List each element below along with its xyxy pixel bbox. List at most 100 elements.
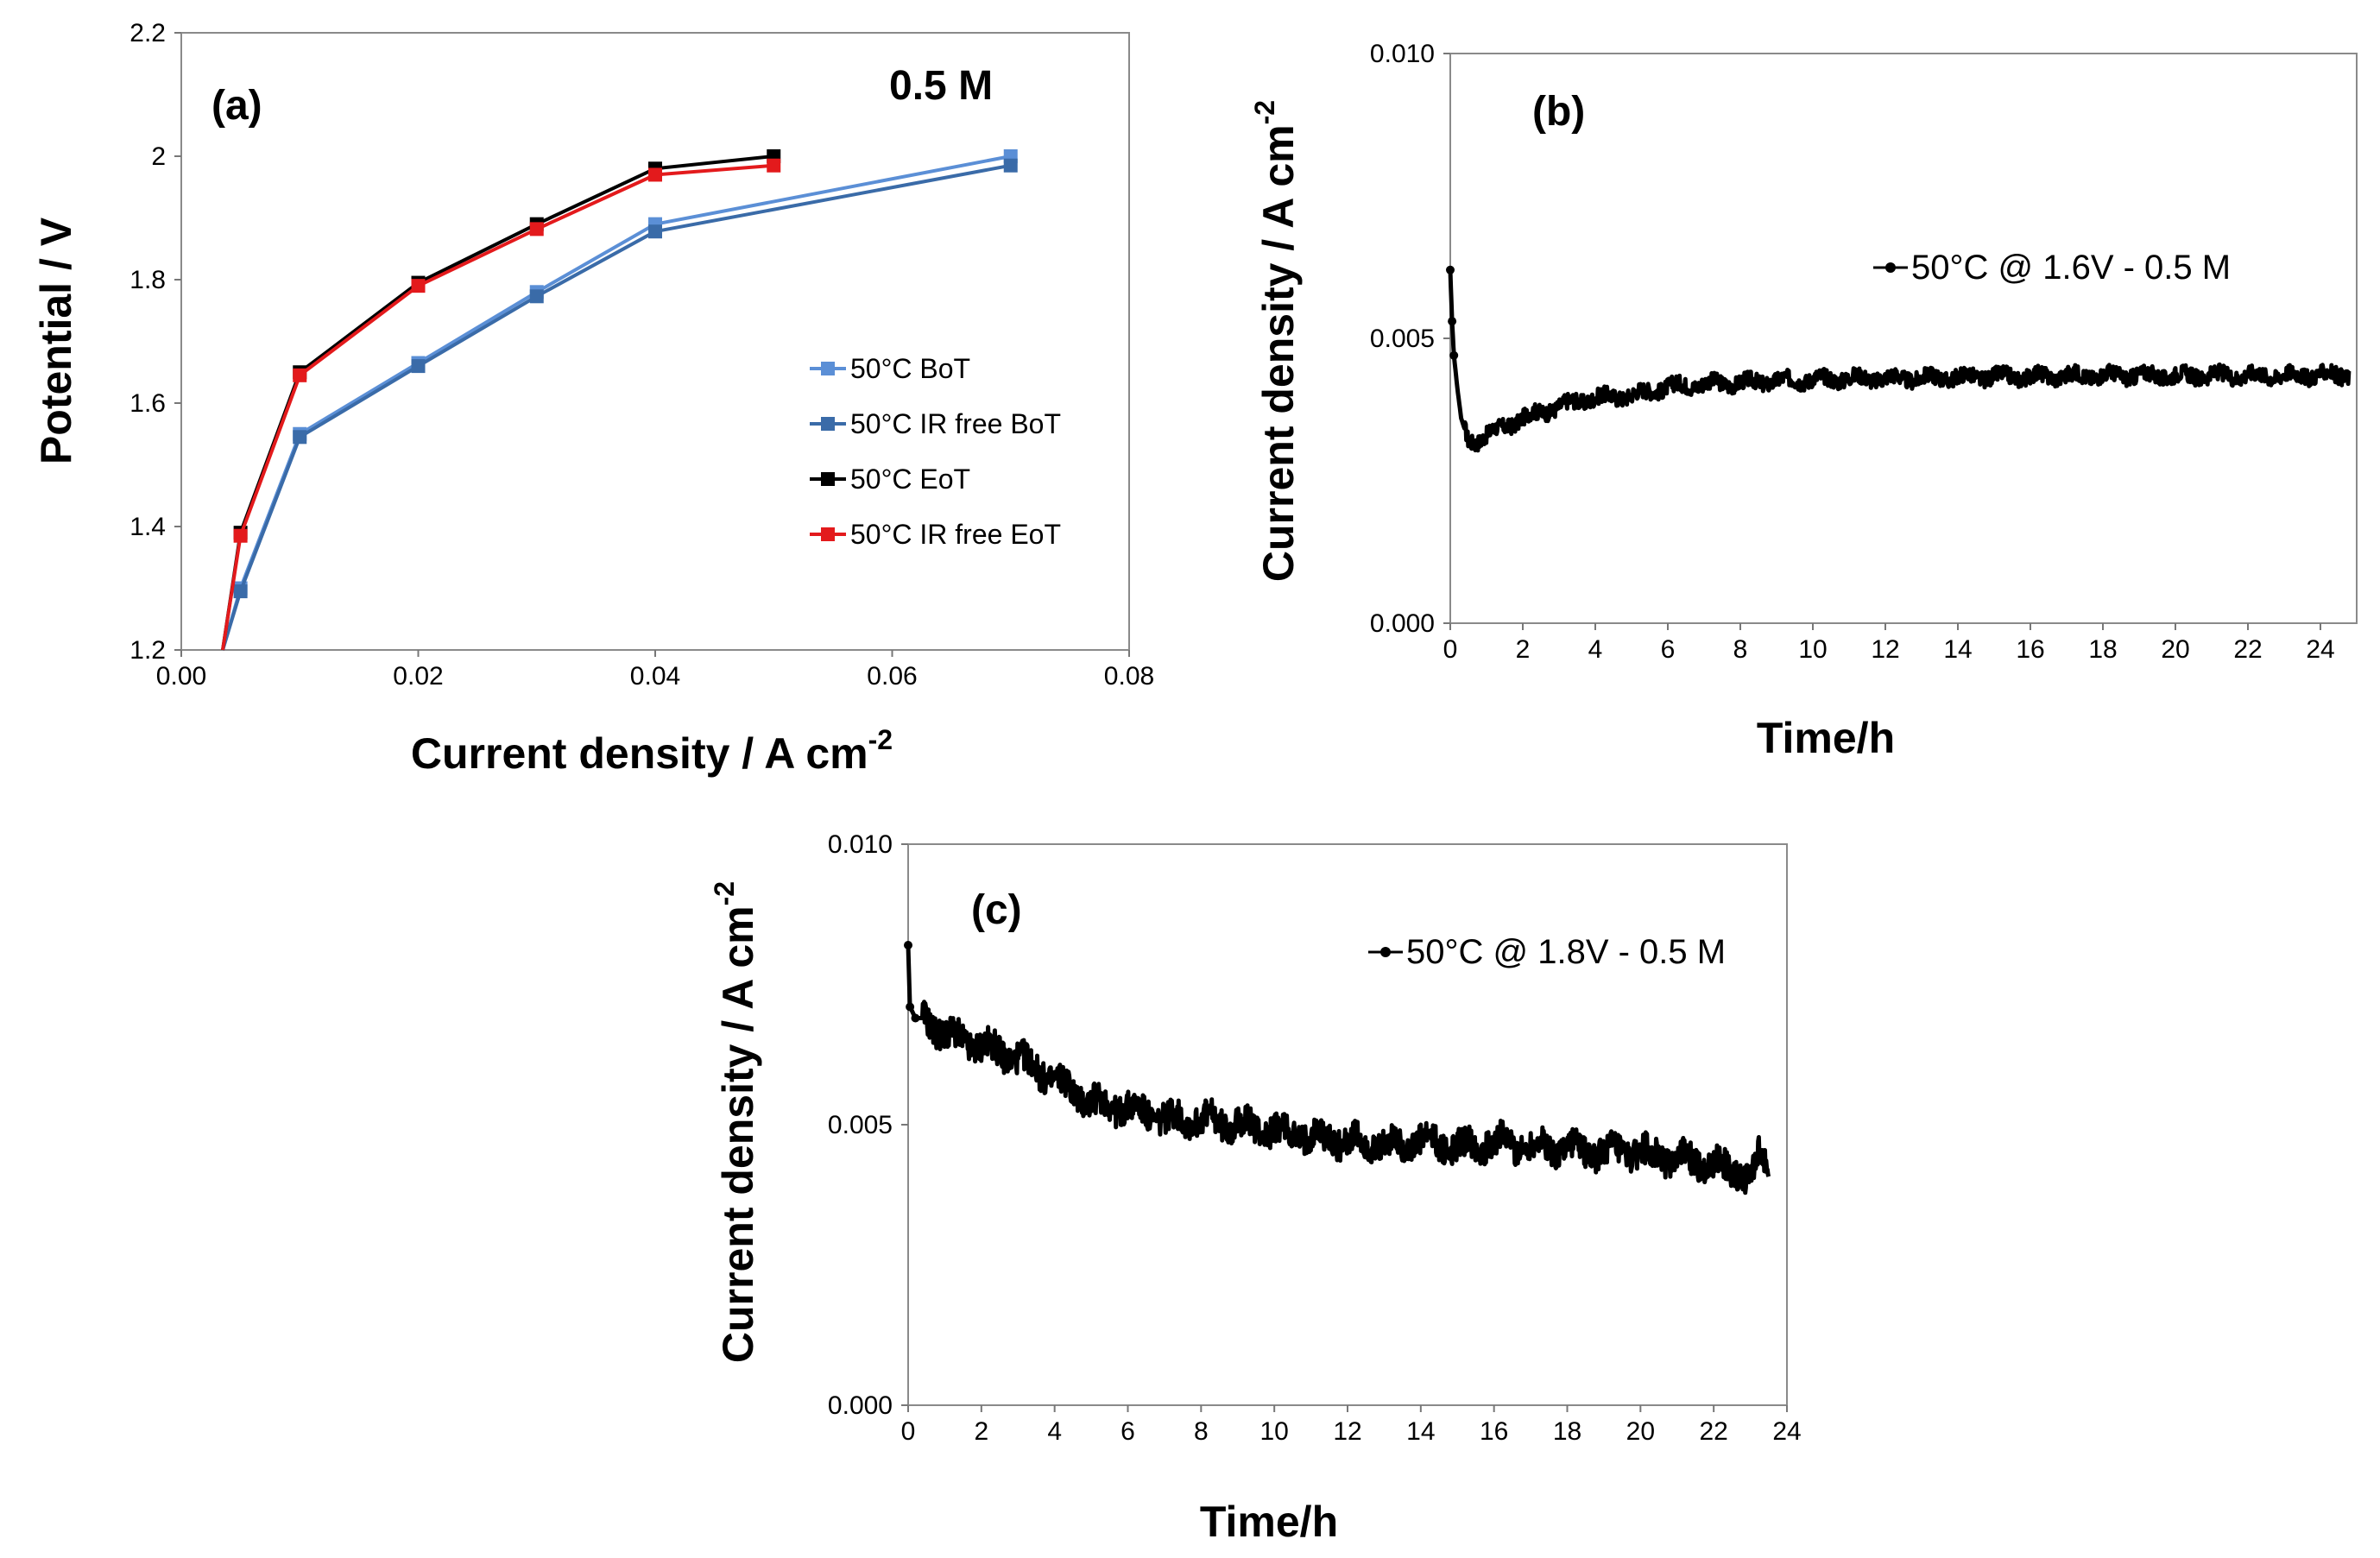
legend-marker <box>1885 262 1896 273</box>
panel-c-y-axis-label: Current density / A cm-2 <box>709 881 762 1363</box>
y-tick-label: 0.010 <box>1370 40 1435 68</box>
x-tick-label: 0.00 <box>156 662 206 691</box>
x-tick-label: 6 <box>1661 635 1676 664</box>
panel-a-x-ticks: 0.00 0.02 0.04 0.06 0.08 <box>156 650 1154 691</box>
x-tick-label: 8 <box>1194 1417 1209 1446</box>
x-tick-label: 18 <box>1553 1417 1581 1446</box>
panel-a-potential-chart: (a) 0.5 M 1.21.41.61.822.2 0.00 0.02 0.04 0… <box>32 19 1154 778</box>
x-tick-label: 4 <box>1588 635 1603 664</box>
panel-b-y-axis-label-sup: -2 <box>1249 100 1280 124</box>
legend-label: 50°C @ 1.8V - 0.5 M <box>1406 933 1726 971</box>
x-tick-label: 24 <box>1772 1417 1801 1446</box>
x-tick-label: 22 <box>2233 635 2262 664</box>
panel-a-data-point <box>648 224 662 239</box>
panel-b-legend: 50°C @ 1.6V - 0.5 M <box>1873 249 2231 287</box>
panel-a-data-point <box>1003 158 1018 173</box>
panel-a-data-point <box>293 368 307 382</box>
x-tick-label: 14 <box>1943 635 1972 664</box>
panel-c-y-ticks: 0.000 0.005 0.010 <box>828 830 908 1420</box>
legend-marker-0 <box>821 362 835 375</box>
panel-a-tag: (a) <box>211 83 262 129</box>
panel-a-series-line-3 <box>221 163 774 651</box>
panel-a-data-point <box>293 430 307 445</box>
legend-label: 50°C @ 1.6V - 0.5 M <box>1911 249 2231 287</box>
panel-a-data-point <box>767 158 781 173</box>
panel-c-data-point <box>906 1002 915 1012</box>
legend-label-1: 50°C IR free BoT <box>850 408 1061 439</box>
panel-b-y-axis-label-text: Current density / A cm <box>1254 124 1303 582</box>
panel-a-y-ticks: 1.2 1.4 1.6 1.8 2 2.2 <box>129 19 181 665</box>
legend-marker-2 <box>821 472 835 486</box>
x-tick-label: 0.06 <box>867 662 917 691</box>
panel-a-data-point <box>233 528 248 543</box>
panel-a-data-point <box>233 584 248 599</box>
y-tick-label: 0.005 <box>1370 325 1435 353</box>
x-tick-label: 16 <box>1480 1417 1508 1446</box>
panel-a-concentration-label: 0.5 M <box>889 63 993 109</box>
panel-b-data-point <box>1449 350 1459 360</box>
panel-c-plot-frame <box>907 843 1788 1406</box>
panel-b-y-ticks: 0.000 0.005 0.010 <box>1370 40 1450 638</box>
panel-c-y-axis-label-sup: -2 <box>709 881 740 905</box>
panel-c-x-axis-label: Time/h <box>1200 1498 1338 1546</box>
x-tick-label: 0.08 <box>1104 662 1154 691</box>
panel-c-series <box>904 941 1771 1195</box>
panel-b-data-point <box>1446 265 1455 274</box>
x-tick-label: 24 <box>2306 635 2334 664</box>
panel-c-tag: (c) <box>971 887 1022 933</box>
y-tick-label: 0.005 <box>828 1111 893 1139</box>
x-tick-label: 12 <box>1333 1417 1361 1446</box>
panel-a-x-axis-label-sup: -2 <box>868 724 893 755</box>
panel-b-plot-frame <box>1449 53 2358 624</box>
panel-a-data-point <box>648 167 662 182</box>
panel-c-series-line <box>906 944 1771 1195</box>
x-tick-label: 0.04 <box>630 662 680 691</box>
legend-marker-3 <box>821 527 835 541</box>
y-tick-label: 1.6 <box>129 389 166 418</box>
legend-label-2: 50°C EoT <box>850 464 970 495</box>
panel-a-legend: 50°C BoT 50°C IR free BoT 50°C EoT 50°C IR … <box>810 353 1061 550</box>
y-tick-label: 1.8 <box>129 266 166 294</box>
x-tick-label: 8 <box>1733 635 1748 664</box>
x-tick-label: 2 <box>1516 635 1531 664</box>
x-tick-label: 0 <box>901 1417 916 1446</box>
panel-a-plot-frame <box>180 32 1130 651</box>
panel-b-y-axis-label: Current density / A cm-2 <box>1249 100 1303 582</box>
x-tick-label: 10 <box>1259 1417 1288 1446</box>
y-tick-label: 0.010 <box>828 830 893 859</box>
x-tick-label: 0 <box>1443 635 1458 664</box>
panel-b-series-line <box>1448 269 2352 453</box>
y-tick-label: 1.2 <box>129 636 166 665</box>
panel-a-series-line-2 <box>221 155 774 651</box>
x-tick-label: 0.02 <box>393 662 443 691</box>
x-tick-label: 22 <box>1699 1417 1727 1446</box>
x-tick-label: 14 <box>1406 1417 1435 1446</box>
x-tick-label: 2 <box>974 1417 988 1446</box>
panel-c-y-axis-label-text: Current density / A cm <box>714 905 762 1363</box>
legend-marker-1 <box>821 417 835 431</box>
panel-c-legend: 50°C @ 1.8V - 0.5 M <box>1368 933 1726 971</box>
panel-b-series <box>1446 265 2352 453</box>
panel-b-tag: (b) <box>1532 89 1585 135</box>
panel-a-data-point <box>529 222 544 237</box>
x-tick-label: 16 <box>2016 635 2044 664</box>
panel-c-data-point <box>911 1013 920 1023</box>
x-tick-label: 18 <box>2088 635 2117 664</box>
x-tick-label: 20 <box>1626 1417 1655 1446</box>
panel-a-y-axis-label: Potential / V <box>32 217 80 464</box>
x-tick-label: 20 <box>2161 635 2189 664</box>
legend-label-3: 50°C IR free EoT <box>850 519 1061 550</box>
x-tick-label: 4 <box>1047 1417 1062 1446</box>
panel-a-series-line-0 <box>221 155 1012 651</box>
panel-a-x-axis-label: Current density / A cm-2 <box>411 724 893 778</box>
panel-c-x-ticks: 0 2 4 6 8 10 12 14 16 18 20 22 24 <box>901 1405 1802 1446</box>
panel-b-data-point <box>1448 317 1457 326</box>
y-tick-label: 0.000 <box>1370 609 1435 638</box>
panel-a-series <box>221 149 1018 651</box>
panel-b-x-ticks: 0 2 4 6 8 10 12 14 16 18 20 22 24 <box>1443 623 2335 664</box>
y-tick-label: 1.4 <box>129 513 166 541</box>
panel-a-data-point <box>411 359 426 374</box>
y-tick-label: 0.000 <box>828 1391 893 1420</box>
